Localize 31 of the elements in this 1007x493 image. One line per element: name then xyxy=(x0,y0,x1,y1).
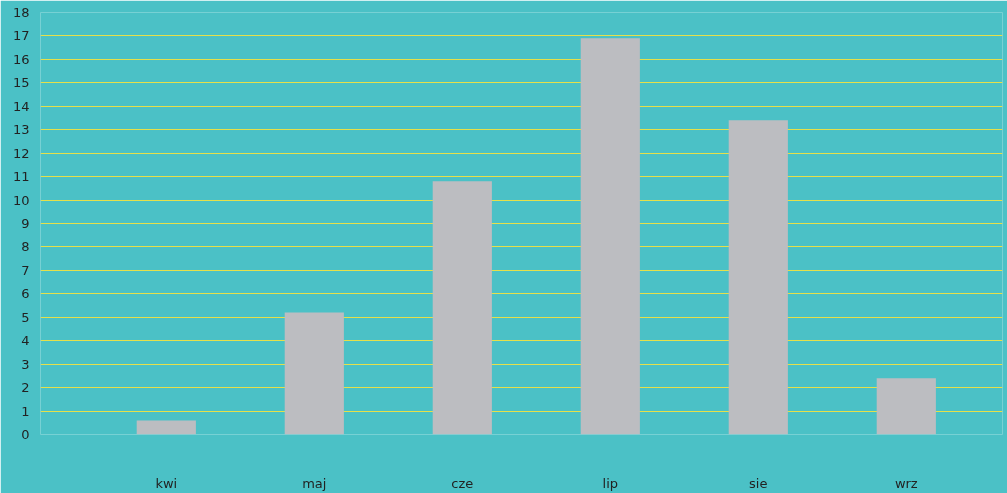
x-tick-label: maj xyxy=(302,475,327,491)
y-tick-label: 18 xyxy=(12,5,30,20)
y-tick-label: 7 xyxy=(21,262,30,278)
y-tick-label: 1 xyxy=(21,403,30,419)
x-tick-label: cze xyxy=(451,475,474,491)
y-tick-label: 0 xyxy=(21,427,30,442)
x-tick-label: kwi xyxy=(155,475,178,491)
y-tick-label: 17 xyxy=(12,28,30,44)
bar xyxy=(876,378,936,435)
bar xyxy=(580,38,640,435)
y-tick-label: 2 xyxy=(21,380,30,396)
y-tick-label: 9 xyxy=(21,216,30,231)
bar xyxy=(136,420,196,435)
y-tick-label: 13 xyxy=(12,122,30,138)
y-tick-label: 11 xyxy=(12,169,30,185)
x-tick-label: lip xyxy=(602,475,619,491)
y-tick-label: 14 xyxy=(12,98,30,114)
x-tick-label: sie xyxy=(749,475,768,491)
bar xyxy=(432,181,492,435)
y-tick-label: 6 xyxy=(21,286,30,302)
y-tick-label: 3 xyxy=(21,356,30,372)
bar xyxy=(284,312,344,435)
y-tick-label: 8 xyxy=(21,239,30,255)
bar xyxy=(728,120,788,435)
x-tick-label: wrz xyxy=(894,475,918,491)
y-tick-label: 10 xyxy=(12,192,30,208)
y-tick-label: 15 xyxy=(12,75,30,91)
y-tick-label: 12 xyxy=(12,145,30,161)
y-tick-label: 16 xyxy=(12,51,30,67)
y-tick-label: 4 xyxy=(21,333,30,349)
y-tick-label: 5 xyxy=(21,309,30,325)
